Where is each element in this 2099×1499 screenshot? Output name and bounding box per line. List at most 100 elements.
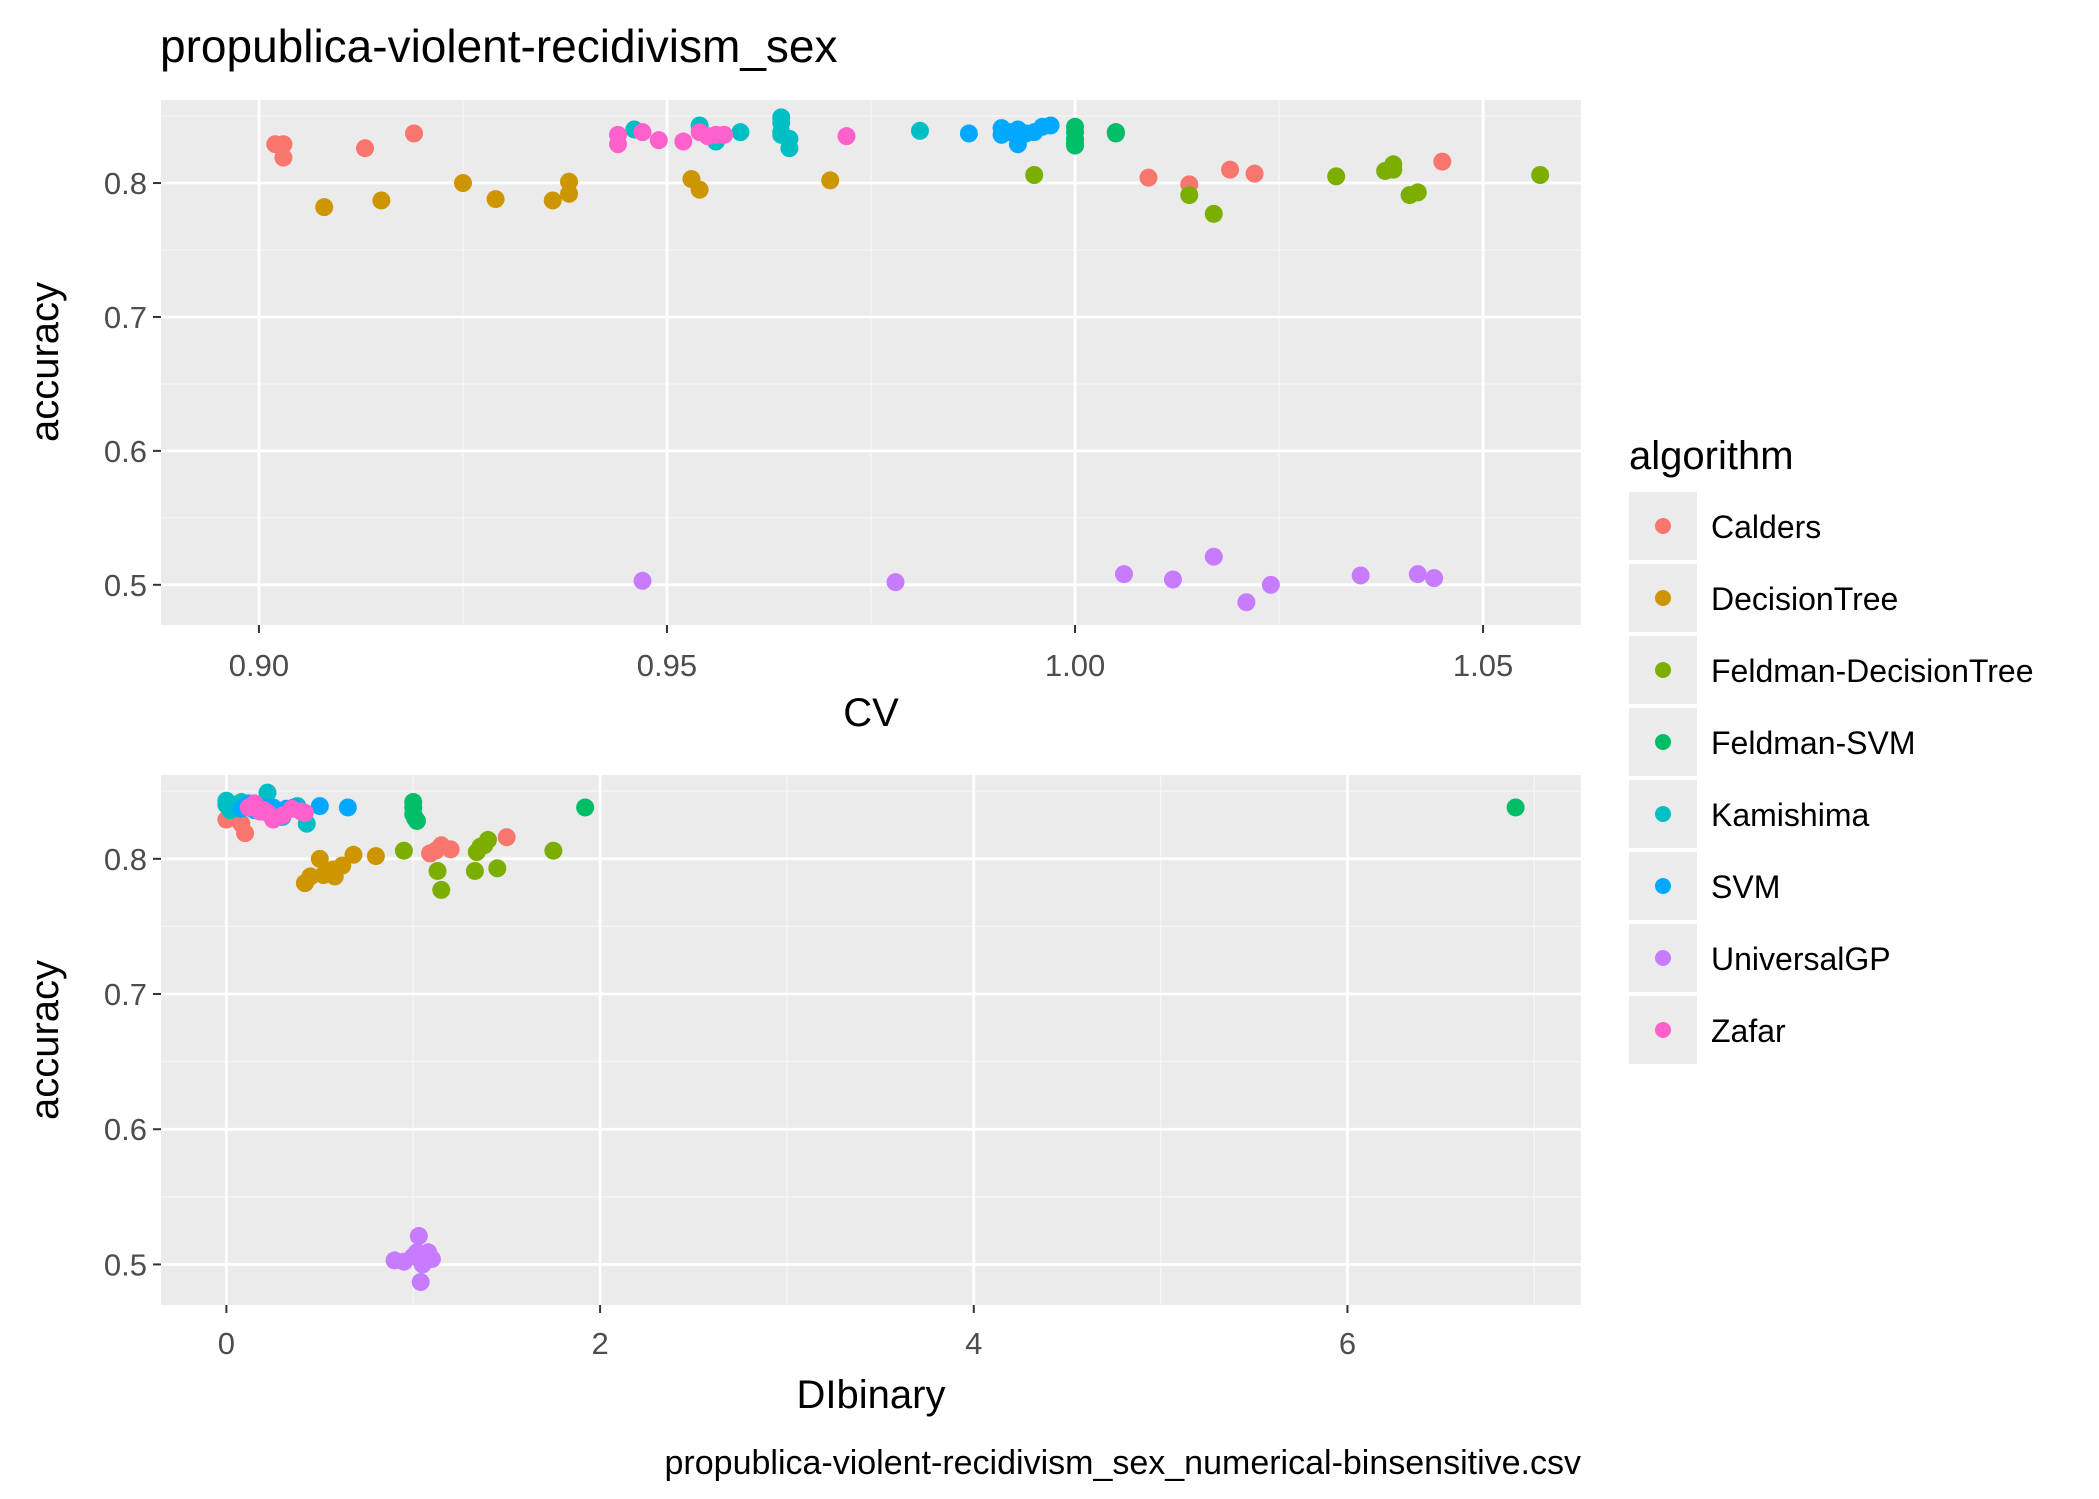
- data-point: [780, 139, 799, 158]
- data-point: [274, 135, 293, 154]
- data-point: [633, 571, 652, 590]
- panel-background: [161, 775, 1581, 1305]
- data-point: [338, 798, 357, 817]
- data-point: [772, 108, 791, 127]
- x-axis-title: CV: [843, 691, 899, 735]
- data-point: [1261, 575, 1280, 594]
- panel-points: [217, 783, 1525, 1292]
- legend-key-dot: [1655, 878, 1671, 894]
- y-tick-label: 0.7: [104, 977, 147, 1012]
- data-point: [486, 190, 505, 209]
- data-point: [633, 123, 652, 142]
- legend-key-dot: [1655, 590, 1671, 606]
- data-point: [310, 849, 329, 868]
- x-tick-label: 0.95: [637, 648, 697, 683]
- panel-grid: [161, 100, 1581, 625]
- data-point: [576, 798, 595, 817]
- data-point: [333, 856, 352, 875]
- panel-cv: 0.90 0.95 1.00 1.05 0.5 0.6 0.7 0.8 CV accurac…: [23, 100, 1581, 735]
- data-point: [1106, 124, 1125, 143]
- data-point: [488, 859, 507, 878]
- chart-title: propublica-violent-recidivism_sex: [160, 20, 838, 72]
- data-point: [344, 845, 363, 864]
- data-point: [1531, 166, 1550, 184]
- data-point: [411, 1273, 430, 1292]
- data-point: [674, 132, 693, 151]
- data-point: [1163, 570, 1182, 589]
- y-tick-labels: 0.5 0.6 0.7 0.8: [104, 166, 161, 603]
- data-point: [409, 1227, 428, 1246]
- data-point: [366, 847, 385, 866]
- data-point: [1384, 155, 1403, 174]
- data-point: [1327, 167, 1346, 186]
- legend-entries: Calders DecisionTree Feldman-DecisionTree F…: [1629, 492, 2033, 1064]
- data-point: [310, 797, 329, 816]
- x-tick-label: 4: [965, 1326, 982, 1361]
- x-tick-labels: 0.90 0.95 1.00 1.05: [229, 625, 1513, 683]
- legend-key-dot: [1655, 662, 1671, 678]
- data-point: [407, 811, 426, 830]
- data-point: [394, 841, 413, 860]
- legend: algorithm Calders DecisionTree Feldman-Dec…: [1629, 434, 2033, 1064]
- data-point: [886, 573, 905, 592]
- data-point: [404, 124, 423, 143]
- legend-key-dot: [1655, 1022, 1671, 1038]
- data-point: [1204, 547, 1223, 566]
- x-tick-label: 0.90: [229, 648, 289, 683]
- data-point: [837, 127, 856, 146]
- legend-label: Zafar: [1711, 1013, 1786, 1049]
- data-point: [1114, 565, 1133, 584]
- data-point: [690, 180, 709, 199]
- data-point: [441, 840, 460, 859]
- data-point: [372, 191, 391, 210]
- legend-key-dot: [1655, 806, 1671, 822]
- chart-caption: propublica-violent-recidivism_sex_numeri…: [665, 1444, 1581, 1482]
- data-point: [301, 867, 320, 886]
- data-point: [959, 124, 978, 143]
- data-point: [1425, 569, 1444, 588]
- y-axis-title: accuracy: [23, 960, 67, 1120]
- legend-label: Feldman-DecisionTree: [1711, 653, 2033, 689]
- data-point: [609, 125, 628, 144]
- x-tick-label: 2: [591, 1326, 608, 1361]
- data-point: [422, 1250, 441, 1269]
- data-point: [543, 191, 562, 210]
- data-point: [295, 803, 314, 822]
- data-point: [1408, 565, 1427, 584]
- data-point: [432, 880, 451, 899]
- data-point: [821, 171, 840, 190]
- data-point: [258, 783, 277, 802]
- y-tick-label: 0.8: [104, 842, 147, 877]
- data-point: [1408, 183, 1427, 202]
- data-point: [1245, 164, 1264, 183]
- data-point: [1506, 798, 1525, 817]
- legend-key-dot: [1655, 734, 1671, 750]
- data-point: [1351, 566, 1370, 585]
- legend-label: Kamishima: [1711, 797, 1869, 833]
- panel-points: [266, 108, 1550, 612]
- data-point: [236, 824, 255, 843]
- y-tick-label: 0.8: [104, 166, 147, 201]
- data-point: [1180, 186, 1199, 205]
- legend-label: SVM: [1711, 869, 1780, 905]
- data-point: [356, 139, 375, 158]
- y-axis-title: accuracy: [23, 282, 67, 442]
- data-point: [560, 172, 579, 191]
- x-tick-label: 0: [218, 1326, 235, 1361]
- data-point: [731, 123, 750, 142]
- legend-label: Feldman-SVM: [1711, 725, 1916, 761]
- data-point: [497, 828, 516, 847]
- data-point: [1041, 116, 1060, 135]
- data-point: [1025, 166, 1044, 184]
- legend-label: Calders: [1711, 509, 1821, 545]
- y-tick-label: 0.5: [104, 568, 147, 603]
- data-point: [315, 198, 334, 217]
- data-point: [453, 174, 472, 193]
- x-axis-title: DIbinary: [797, 1373, 946, 1417]
- data-point: [1066, 133, 1085, 152]
- data-point: [544, 841, 563, 860]
- data-point: [465, 861, 484, 880]
- data-point: [649, 131, 668, 150]
- data-point: [1139, 168, 1158, 187]
